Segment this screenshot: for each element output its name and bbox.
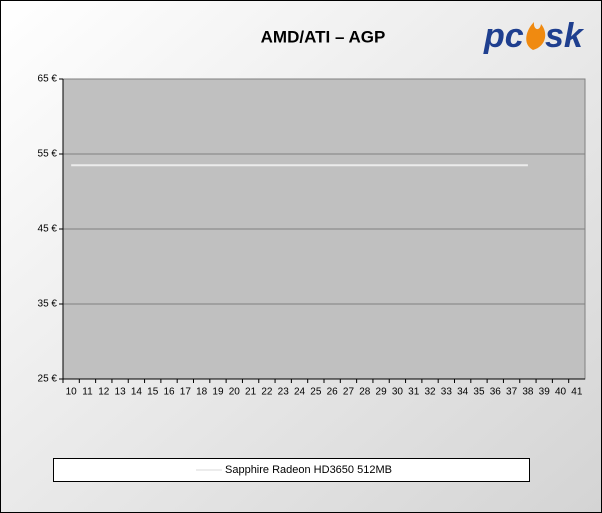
- x-tick-label: 31: [408, 387, 420, 398]
- x-tick-label: 15: [147, 387, 159, 398]
- x-tick-label: 37: [506, 387, 518, 398]
- y-tick-label: 65 €: [38, 74, 58, 85]
- x-tick-label: 30: [392, 387, 404, 398]
- legend: [53, 458, 530, 482]
- x-tick-label: 18: [196, 387, 208, 398]
- x-tick-label: 24: [294, 387, 306, 398]
- x-tick-label: 25: [310, 387, 322, 398]
- y-tick-label: 55 €: [38, 149, 58, 160]
- x-tick-label: 26: [327, 387, 339, 398]
- x-tick-label: 20: [229, 387, 241, 398]
- x-tick-label: 22: [261, 387, 273, 398]
- y-tick-label: 35 €: [38, 299, 58, 310]
- x-tick-label: 34: [457, 387, 469, 398]
- x-tick-label: 14: [131, 387, 143, 398]
- legend-label: Sapphire Radeon HD3650 512MB: [225, 464, 392, 476]
- x-tick-label: 38: [522, 387, 534, 398]
- x-tick-label: 11: [82, 387, 93, 398]
- x-tick-label: 13: [115, 387, 127, 398]
- y-tick-label: 25 €: [38, 374, 58, 385]
- x-tick-label: 16: [163, 387, 175, 398]
- x-tick-label: 27: [343, 387, 355, 398]
- x-tick-label: 17: [180, 387, 192, 398]
- logo-flame: [526, 22, 546, 50]
- x-tick-label: 28: [359, 387, 371, 398]
- x-tick-label: 10: [66, 387, 78, 398]
- x-tick-label: 21: [245, 387, 257, 398]
- x-tick-label: 19: [212, 387, 224, 398]
- x-tick-label: 35: [473, 387, 485, 398]
- logo-text: sk: [545, 17, 585, 55]
- x-tick-label: 12: [98, 387, 110, 398]
- x-tick-label: 39: [539, 387, 551, 398]
- y-tick-label: 45 €: [38, 224, 58, 235]
- chart-title: AMD/ATI – AGP: [261, 27, 386, 46]
- x-tick-label: 32: [424, 387, 436, 398]
- x-tick-label: 40: [555, 387, 567, 398]
- x-tick-label: 33: [441, 387, 453, 398]
- x-tick-label: 29: [376, 387, 388, 398]
- x-tick-label: 36: [490, 387, 502, 398]
- x-tick-label: 23: [278, 387, 290, 398]
- logo-text: pc: [483, 17, 524, 55]
- x-tick-label: 41: [571, 387, 583, 398]
- logo: pc sk: [483, 17, 585, 55]
